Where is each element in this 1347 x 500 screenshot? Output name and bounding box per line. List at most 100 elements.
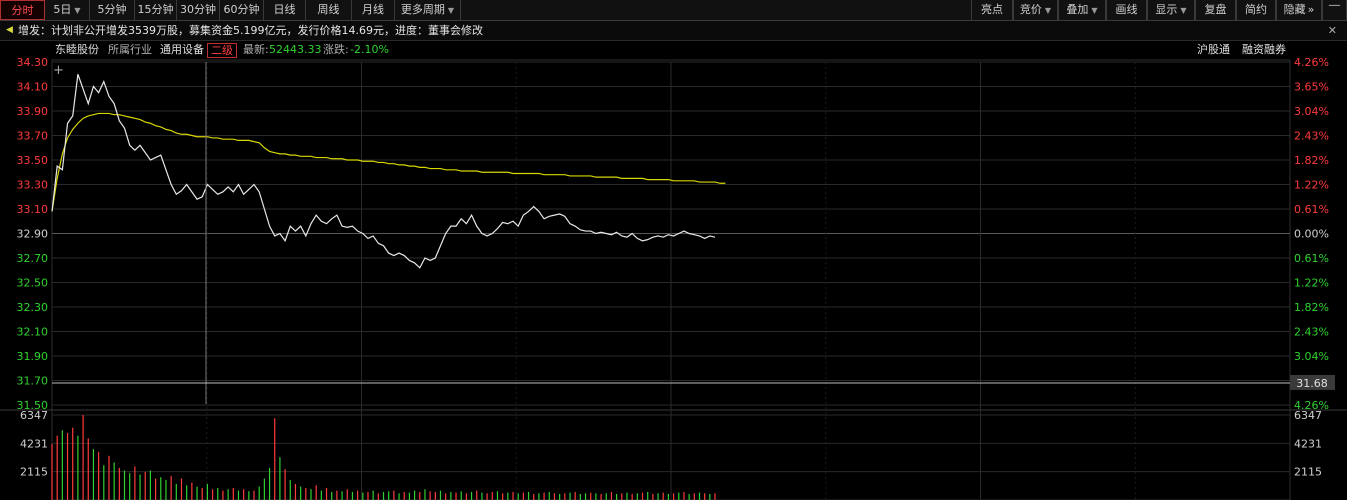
- price-tick-label: 32.10: [17, 326, 49, 339]
- crosshair-readout-box: [1290, 374, 1335, 390]
- period-tab-4[interactable]: 30分钟: [177, 0, 220, 20]
- dropdown-arrow-icon: ▼: [74, 6, 81, 15]
- panel-toggle-icon[interactable]: ‾‾: [1322, 0, 1347, 20]
- period-tab-label: 更多周期: [400, 3, 445, 16]
- period-tab-9[interactable]: 更多周期 ▼: [395, 0, 461, 20]
- period-tab-label: 分时: [11, 4, 34, 17]
- pct-tick-label: 2.43%: [1294, 326, 1329, 339]
- chart-frame: [51, 59, 1291, 500]
- tool-tab-label: 显示: [1155, 3, 1178, 16]
- period-tab-label: 60分钟: [223, 3, 260, 16]
- period-tab-6[interactable]: 日线: [264, 0, 306, 20]
- tool-tab-label: 画线: [1115, 3, 1138, 16]
- price-tick-label: 34.30: [17, 56, 49, 69]
- pct-tick-label: 0.61%: [1294, 203, 1329, 216]
- period-tab-label: 15分钟: [137, 3, 174, 16]
- notice-text[interactable]: 增发：计划非公开增发3539万股，募集资金5.199亿元，发行价格14.69元，…: [18, 24, 483, 37]
- crosshair-price-readout: 31.68: [1296, 377, 1328, 390]
- close-icon[interactable]: ✕: [1327, 24, 1337, 37]
- tool-tab-3[interactable]: 画线: [1106, 0, 1147, 20]
- pct-tick-label: 1.82%: [1294, 301, 1329, 314]
- period-tab-label: 日线: [273, 3, 296, 16]
- price-tick-label: 31.50: [17, 399, 49, 412]
- price-tick-label: 34.10: [17, 81, 49, 94]
- dropdown-arrow-icon: ▼: [1091, 6, 1098, 15]
- price-tick-label: 32.70: [17, 252, 49, 265]
- stock-info-bar: 东睦股份 所属行业 通用设备 二级 最新: 52443.33 涨跌: -2.10…: [0, 41, 1347, 59]
- period-tab-0[interactable]: 分时: [0, 0, 45, 20]
- pct-tick-label: 0.61%: [1294, 252, 1329, 265]
- double-chevron-icon: »: [1307, 3, 1315, 16]
- volume-tick-label: 4231: [20, 437, 48, 450]
- pct-tick-label: 1.22%: [1294, 277, 1329, 290]
- pct-tick-label: 4.26%: [1294, 56, 1329, 69]
- latest-label: 最新:: [243, 43, 269, 56]
- tool-tab-label: 隐藏: [1283, 3, 1306, 16]
- dropdown-arrow-icon: ▼: [1044, 6, 1052, 15]
- dropdown-arrow-icon: ▼: [1180, 6, 1187, 15]
- change-value: -2.10%: [350, 43, 389, 56]
- period-tab-label: 5分钟: [97, 3, 127, 16]
- period-tab-label: 周线: [317, 3, 340, 16]
- volume-tick-label-right: 4231: [1294, 437, 1322, 450]
- level-badge[interactable]: 二级: [207, 43, 237, 58]
- pct-tick-label: 0.00%: [1294, 228, 1329, 241]
- hsgt-link[interactable]: 沪股通: [1197, 43, 1230, 56]
- price-tick-label: 32.90: [17, 228, 49, 241]
- industry-name[interactable]: 通用设备: [160, 43, 204, 56]
- tool-tab-label: 复盘: [1204, 3, 1227, 16]
- margin-trading-link[interactable]: 融资融券: [1242, 43, 1286, 56]
- pct-tick-label: 3.04%: [1294, 350, 1329, 363]
- industry-label: 所属行业: [108, 43, 152, 56]
- period-tab-label: 30分钟: [180, 3, 216, 16]
- pct-tick-label: 3.65%: [1294, 81, 1329, 94]
- period-tab-label: 5日: [53, 3, 72, 16]
- tool-tab-1[interactable]: 竞价 ▼: [1013, 0, 1058, 20]
- tool-tab-0[interactable]: 亮点: [971, 0, 1013, 20]
- volume-tick-label-right: 2115: [1294, 466, 1322, 479]
- price-tick-label: 31.90: [17, 350, 49, 363]
- change-label: 涨跌:: [323, 43, 349, 56]
- tool-tab-5[interactable]: 复盘: [1195, 0, 1236, 20]
- price-tick-label: 33.10: [17, 203, 49, 216]
- pct-tick-label: 2.43%: [1294, 130, 1329, 143]
- price-tick-label: 32.30: [17, 301, 49, 314]
- period-toolbar: 分时 5日 ▼ 5分钟 15分钟 30分钟 60分钟 日线 周线 月线 更多周期 ▼ 亮点 竞价 ▼ 叠加 ▼ 画…: [0, 0, 1347, 21]
- dropdown-arrow-icon: ▼: [447, 6, 455, 15]
- pct-tick-label: 1.82%: [1294, 154, 1329, 167]
- price-tick-label: 32.50: [17, 277, 49, 290]
- period-tab-3[interactable]: 15分钟: [135, 0, 177, 20]
- price-tick-label: 33.70: [17, 130, 49, 143]
- tool-tab-2[interactable]: 叠加 ▼: [1058, 0, 1106, 20]
- period-tab-8[interactable]: 月线: [352, 0, 395, 20]
- tool-tab-label: 叠加: [1066, 3, 1089, 16]
- period-tab-2[interactable]: 5分钟: [90, 0, 135, 20]
- tool-tab-4[interactable]: 显示 ▼: [1147, 0, 1195, 20]
- volume-tick-label: 2115: [20, 466, 48, 479]
- pct-tick-label: 4.26%: [1294, 399, 1329, 412]
- pct-tick-label: 1.22%: [1294, 179, 1329, 192]
- price-tick-label: 33.50: [17, 154, 49, 167]
- tool-tab-7[interactable]: 隐藏»: [1276, 0, 1322, 20]
- latest-value: 52443.33: [269, 43, 322, 56]
- tool-tab-label: 竞价: [1019, 3, 1042, 16]
- tool-tab-label: 简约: [1245, 3, 1267, 16]
- period-tab-label: 月线: [362, 3, 384, 16]
- tool-tab-6[interactable]: 简约: [1236, 0, 1276, 20]
- pct-tick-label: 3.04%: [1294, 105, 1329, 118]
- period-tab-1[interactable]: 5日 ▼: [45, 0, 90, 20]
- average-price-line: [51, 112, 726, 212]
- period-tab-5[interactable]: 60分钟: [220, 0, 264, 20]
- volume-tick-label-right: 6347: [1294, 409, 1322, 422]
- expand-triangle-icon[interactable]: ◀: [6, 25, 13, 35]
- price-line: [51, 74, 716, 269]
- notice-bar: ◀ 增发：计划非公开增发3539万股，募集资金5.199亿元，发行价格14.69…: [0, 21, 1347, 41]
- price-tick-label: 33.90: [17, 105, 49, 118]
- price-tick-label: 31.70: [17, 375, 49, 388]
- stock-name[interactable]: 东睦股份: [55, 43, 99, 56]
- period-tab-7[interactable]: 周线: [306, 0, 352, 20]
- plus-cursor-icon: +: [53, 63, 64, 78]
- price-tick-label: 33.30: [17, 179, 49, 192]
- tool-tab-label: 亮点: [981, 3, 1003, 16]
